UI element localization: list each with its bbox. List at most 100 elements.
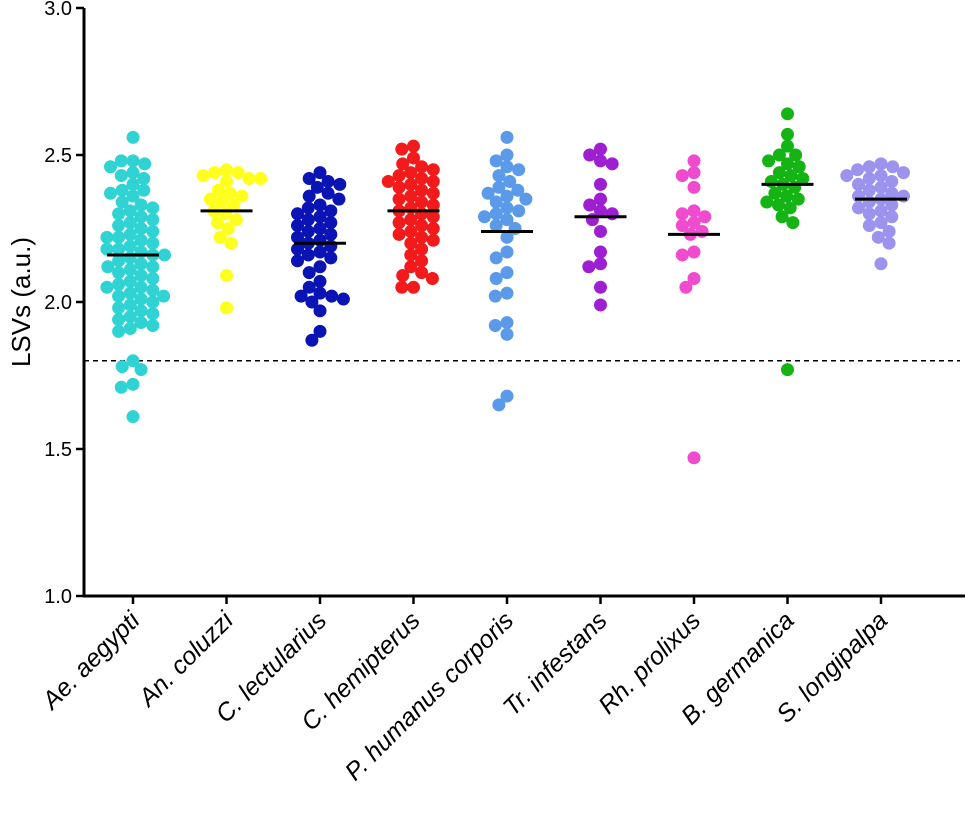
data-point (698, 210, 712, 224)
data-point (115, 360, 129, 374)
data-point (404, 166, 418, 180)
data-point (687, 166, 701, 180)
data-point (593, 154, 607, 168)
data-point (512, 204, 526, 218)
data-point (500, 230, 514, 244)
data-point (687, 154, 701, 168)
data-point (519, 192, 533, 206)
data-point (404, 248, 418, 262)
data-point (126, 377, 140, 391)
data-point (791, 192, 805, 206)
data-point (489, 154, 503, 168)
data-point (874, 257, 888, 271)
data-point (208, 166, 222, 180)
data-point (146, 295, 160, 309)
data-point (123, 263, 137, 277)
data-point (126, 130, 140, 144)
data-point (203, 192, 217, 206)
data-point (146, 283, 160, 297)
category-label: P. humanus corporis (340, 606, 520, 786)
data-point (780, 139, 794, 153)
data-point (404, 189, 418, 203)
data-point (404, 177, 418, 191)
data-point (512, 163, 526, 177)
data-point (114, 380, 128, 394)
data-point (123, 204, 137, 218)
data-point (112, 254, 126, 268)
data-point (146, 213, 160, 227)
data-point (112, 301, 126, 315)
data-point (221, 222, 235, 236)
data-point (242, 172, 256, 186)
data-point (104, 186, 118, 200)
data-point (126, 354, 140, 368)
data-point (593, 224, 607, 238)
data-point (415, 160, 429, 174)
data-point (760, 195, 774, 209)
data-point (882, 236, 896, 250)
data-point (313, 304, 327, 318)
data-point (489, 207, 503, 221)
data-point (220, 174, 234, 188)
data-point (101, 260, 115, 274)
data-point (112, 207, 126, 221)
data-point (313, 210, 327, 224)
data-point (415, 172, 429, 186)
data-point (425, 271, 439, 285)
data-point (426, 174, 440, 188)
data-point (415, 242, 429, 256)
data-point (313, 222, 327, 236)
data-point (114, 169, 128, 183)
data-point (593, 257, 607, 271)
points-layer (100, 107, 910, 465)
data-point (492, 169, 506, 183)
data-point (593, 142, 607, 156)
data-point (302, 280, 316, 294)
data-point (492, 180, 506, 194)
data-point (762, 154, 776, 168)
data-point (871, 230, 885, 244)
data-point (146, 260, 160, 274)
y-tick-label: 3.0 (44, 0, 72, 20)
data-point (404, 213, 418, 227)
data-point (134, 292, 148, 306)
data-point (886, 160, 900, 174)
data-point (305, 295, 319, 309)
data-point (112, 266, 126, 280)
data-point (123, 310, 137, 324)
data-point (112, 230, 126, 244)
y-tick-label: 2.0 (44, 292, 72, 314)
data-point (840, 169, 854, 183)
data-point (885, 210, 899, 224)
data-point (492, 398, 506, 412)
data-point (862, 219, 876, 233)
data-point (231, 166, 245, 180)
data-point (488, 289, 502, 303)
data-point (593, 298, 607, 312)
data-point (112, 219, 126, 233)
data-point (305, 333, 319, 347)
data-point (675, 248, 689, 262)
data-point (593, 245, 607, 259)
data-point (404, 224, 418, 238)
data-point (157, 289, 171, 303)
data-point (313, 274, 327, 288)
data-point (302, 189, 316, 203)
data-point (123, 321, 137, 335)
data-point (290, 207, 304, 221)
data-point (862, 172, 876, 186)
data-point (134, 210, 148, 224)
data-point (392, 180, 406, 194)
data-point (290, 242, 304, 256)
data-point (146, 224, 160, 238)
data-point (123, 298, 137, 312)
data-point (687, 204, 701, 218)
data-point (224, 236, 238, 250)
data-point (862, 207, 876, 221)
data-point (882, 224, 896, 238)
data-point (321, 186, 335, 200)
data-point (313, 324, 327, 338)
data-point (404, 260, 418, 274)
data-point (301, 213, 315, 227)
